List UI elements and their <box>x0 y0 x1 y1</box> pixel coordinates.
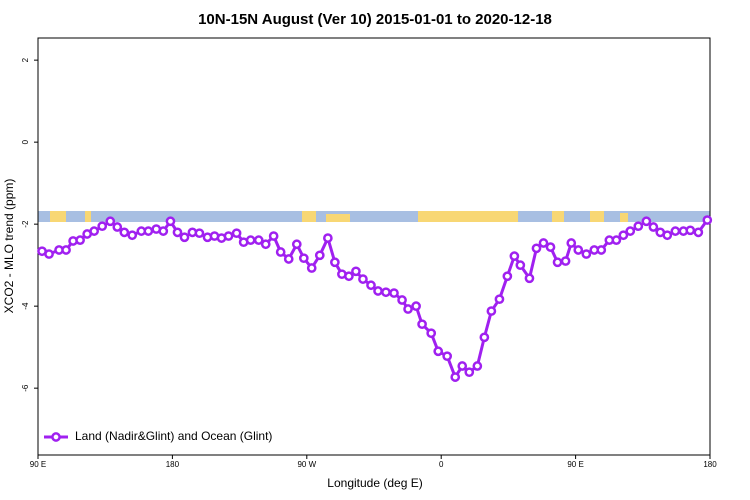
data-point <box>648 222 659 232</box>
data-point <box>633 221 644 232</box>
chart-title: 10N-15N August (Ver 10) 2015-01-01 to 20… <box>198 11 552 28</box>
data-point <box>702 215 713 225</box>
data-point <box>625 226 636 236</box>
data-point <box>566 238 577 248</box>
data-point <box>358 274 368 284</box>
data-point <box>179 232 190 243</box>
data-point <box>433 346 444 357</box>
plot-frame <box>37 37 711 456</box>
y-tick-label: 2 <box>21 57 30 62</box>
data-point <box>298 253 309 264</box>
data-point <box>693 227 704 238</box>
data-point <box>531 243 542 254</box>
x-tick-label: 90 W <box>297 460 316 469</box>
data-point <box>581 249 592 259</box>
data-point <box>494 294 505 305</box>
data-point <box>596 245 607 255</box>
data-point <box>351 266 361 277</box>
data-point <box>97 221 108 232</box>
data-point <box>314 250 325 261</box>
data-point <box>618 230 629 241</box>
data-point <box>61 245 71 255</box>
data-point <box>389 288 399 298</box>
y-tick-label: -2 <box>21 220 30 228</box>
x-tick-label: 90 E <box>567 460 583 469</box>
y-tick-label: -4 <box>21 302 30 310</box>
legend-label: Land (Nadir&Glint) and Ocean (Glint) <box>75 429 272 443</box>
x-tick-label: 90 E <box>30 460 46 469</box>
data-point <box>641 216 652 227</box>
data-point <box>158 226 169 236</box>
data-point <box>89 226 99 236</box>
data-point <box>143 226 154 236</box>
data-point <box>373 286 383 296</box>
x-tick-label: 0 <box>439 460 444 469</box>
data-point <box>330 257 340 268</box>
data-point <box>275 247 286 257</box>
data-point <box>231 228 242 239</box>
data-point <box>472 361 483 371</box>
data-point <box>381 287 391 298</box>
data-point <box>685 225 696 236</box>
data-point <box>323 233 333 243</box>
data-point <box>417 319 427 330</box>
y-axis-label: XCO2 - MLO trend (ppm) <box>2 179 16 314</box>
data-point <box>450 372 461 382</box>
data-point <box>486 306 497 316</box>
data-point <box>223 231 234 241</box>
data-point <box>611 235 622 245</box>
data-point <box>524 273 535 284</box>
data-point <box>127 230 138 241</box>
data-point <box>119 227 130 238</box>
data-point <box>464 367 475 378</box>
y-tick-label: -6 <box>21 384 30 392</box>
data-point <box>194 228 205 239</box>
data-point <box>283 254 294 264</box>
data-point <box>573 245 584 255</box>
data-point <box>366 280 376 291</box>
data-point <box>165 216 176 227</box>
data-point <box>291 239 302 250</box>
data-point <box>670 226 681 236</box>
data-point <box>253 235 264 245</box>
data-point <box>344 271 354 282</box>
data-point <box>479 332 490 343</box>
data-point <box>75 235 85 245</box>
x-axis-label: Longitude (deg E) <box>327 476 422 490</box>
data-point <box>105 216 116 227</box>
legend-swatch-point <box>51 432 61 442</box>
data-point <box>457 361 468 371</box>
data-point <box>397 295 407 305</box>
data-point <box>306 263 317 273</box>
data-point <box>502 271 513 282</box>
y-tick-label: 0 <box>21 139 30 144</box>
data-point <box>245 235 256 245</box>
data-point <box>172 227 183 238</box>
data-point <box>509 251 520 261</box>
data-point <box>545 242 556 252</box>
data-point <box>44 249 54 259</box>
data-point <box>560 256 571 266</box>
map-strip <box>38 211 710 222</box>
data-point <box>411 301 421 312</box>
data-point <box>426 328 437 339</box>
data-point <box>268 231 279 241</box>
data-point <box>515 260 526 271</box>
data-point <box>538 238 549 248</box>
data-point <box>552 257 563 268</box>
data-point <box>662 230 673 241</box>
data-point <box>260 239 271 250</box>
data-point <box>112 222 123 232</box>
x-tick-label: 180 <box>166 460 180 469</box>
x-tick-label: 180 <box>703 460 717 469</box>
data-point <box>403 304 413 314</box>
data-point <box>442 351 453 362</box>
